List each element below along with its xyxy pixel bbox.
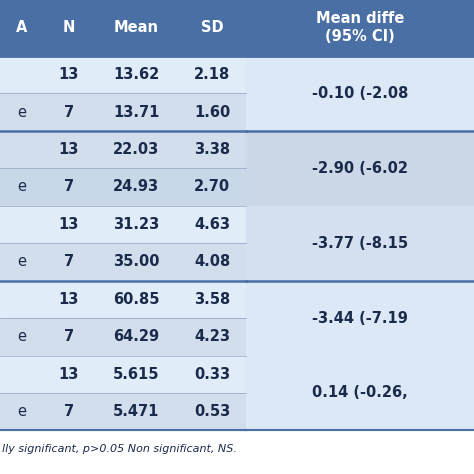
Text: 13: 13 bbox=[59, 292, 79, 307]
Text: 3.38: 3.38 bbox=[194, 142, 230, 157]
Text: 0.33: 0.33 bbox=[194, 367, 230, 382]
Text: 2.70: 2.70 bbox=[194, 180, 230, 194]
Bar bbox=[246, 131, 474, 168]
Text: 13: 13 bbox=[59, 67, 79, 82]
Text: 7: 7 bbox=[64, 180, 74, 194]
Bar bbox=[0, 168, 246, 206]
Bar bbox=[0, 206, 246, 243]
Text: -3.77 (-8.15: -3.77 (-8.15 bbox=[312, 236, 408, 251]
Bar bbox=[0, 356, 246, 393]
Text: -0.10 (-2.08: -0.10 (-2.08 bbox=[312, 86, 409, 101]
Bar bbox=[246, 243, 474, 281]
Text: e: e bbox=[17, 255, 26, 269]
Text: 2.18: 2.18 bbox=[194, 67, 230, 82]
Text: 7: 7 bbox=[64, 255, 74, 269]
Bar bbox=[246, 318, 474, 356]
Text: 13: 13 bbox=[59, 367, 79, 382]
Text: 3.58: 3.58 bbox=[194, 292, 230, 307]
Text: 7: 7 bbox=[64, 329, 74, 344]
Text: 7: 7 bbox=[64, 404, 74, 419]
Text: 4.08: 4.08 bbox=[194, 255, 230, 269]
Text: lly significant, p>0.05 Non significant, NS.: lly significant, p>0.05 Non significant,… bbox=[2, 444, 237, 454]
Text: 13.62: 13.62 bbox=[113, 67, 159, 82]
Text: 7: 7 bbox=[64, 105, 74, 119]
Bar bbox=[0, 318, 246, 356]
Text: 5.471: 5.471 bbox=[113, 404, 159, 419]
Bar bbox=[246, 93, 474, 131]
Text: N: N bbox=[63, 20, 75, 36]
Text: 22.03: 22.03 bbox=[113, 142, 159, 157]
Bar bbox=[246, 356, 474, 393]
Text: 13: 13 bbox=[59, 142, 79, 157]
Bar bbox=[246, 206, 474, 243]
Text: e: e bbox=[17, 404, 26, 419]
Text: 0.53: 0.53 bbox=[194, 404, 230, 419]
Text: 64.29: 64.29 bbox=[113, 329, 159, 344]
Text: -2.90 (-6.02: -2.90 (-6.02 bbox=[312, 161, 408, 176]
Bar bbox=[0, 56, 246, 93]
Text: 4.63: 4.63 bbox=[194, 217, 230, 232]
Bar bbox=[0, 393, 246, 430]
Bar bbox=[246, 281, 474, 318]
Text: 24.93: 24.93 bbox=[113, 180, 159, 194]
Text: e: e bbox=[17, 329, 26, 344]
Bar bbox=[246, 393, 474, 430]
Bar bbox=[246, 168, 474, 206]
Text: 60.85: 60.85 bbox=[113, 292, 160, 307]
Text: 1.60: 1.60 bbox=[194, 105, 230, 119]
Text: 31.23: 31.23 bbox=[113, 217, 159, 232]
Text: Mean: Mean bbox=[114, 20, 159, 36]
Bar bbox=[0, 281, 246, 318]
Bar bbox=[0, 243, 246, 281]
Bar bbox=[246, 56, 474, 93]
Text: 4.23: 4.23 bbox=[194, 329, 230, 344]
Text: 13.71: 13.71 bbox=[113, 105, 159, 119]
Text: e: e bbox=[17, 180, 26, 194]
Bar bbox=[0, 131, 246, 168]
Bar bbox=[0, 0, 474, 56]
Text: e: e bbox=[17, 105, 26, 119]
Text: 35.00: 35.00 bbox=[113, 255, 160, 269]
Text: Mean diffe
(95% CI): Mean diffe (95% CI) bbox=[316, 11, 404, 45]
Text: -3.44 (-7.19: -3.44 (-7.19 bbox=[312, 310, 408, 326]
Text: 13: 13 bbox=[59, 217, 79, 232]
Text: A: A bbox=[16, 20, 27, 36]
Bar bbox=[0, 93, 246, 131]
Text: 0.14 (-0.26,: 0.14 (-0.26, bbox=[312, 385, 408, 401]
Text: SD: SD bbox=[201, 20, 223, 36]
Text: 5.615: 5.615 bbox=[113, 367, 160, 382]
